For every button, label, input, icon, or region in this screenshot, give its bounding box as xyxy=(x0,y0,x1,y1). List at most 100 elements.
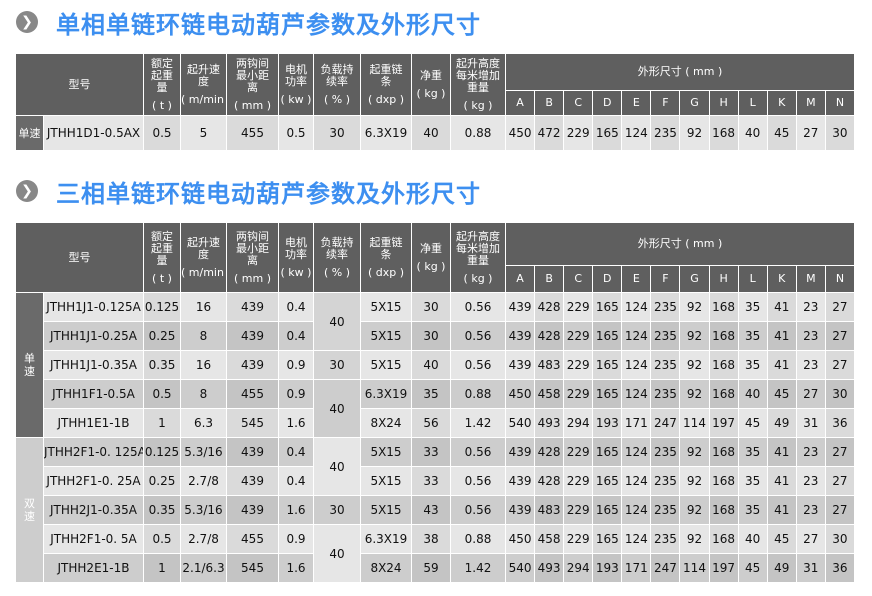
cell-dim-M: 27 xyxy=(795,115,826,151)
cell-dim-L: 35 xyxy=(737,292,768,322)
table-row: JTHH2E1-1B 1 2.1/6.3 545 1.6 8X24 59 1.42 540 493… xyxy=(16,553,856,583)
cell-dim-B: 483 xyxy=(534,350,565,380)
cell-dim-H: 168 xyxy=(708,466,739,496)
cell-dist: 439 xyxy=(226,350,279,380)
cell-dim-L: 40 xyxy=(737,115,768,151)
section-title-single-phase: ❯ 单相单链环链电动葫芦参数及外形尺寸 xyxy=(16,4,481,40)
cell-dim-B: 428 xyxy=(534,437,565,467)
header-unit: ( dxp ) xyxy=(367,265,405,279)
header-unit: ( mm ) xyxy=(233,271,271,285)
cell-dim-G: 92 xyxy=(679,292,710,322)
header-lift-speed: 起升速度 ( m/min ) xyxy=(180,53,227,116)
cell-dim-D: 165 xyxy=(592,292,623,322)
header-extra-weight: 起升高度每米增加重量 ( kg ) xyxy=(450,53,506,116)
cell-dim-K: 41 xyxy=(766,495,797,525)
cell-power: 0.9 xyxy=(278,350,314,380)
header-model: 型号 xyxy=(15,222,144,293)
header-unit: ( kg ) xyxy=(463,271,493,285)
cell-dim-K: 49 xyxy=(766,553,797,583)
cell-dim-H: 168 xyxy=(708,495,739,525)
cell-dim-C: 229 xyxy=(563,379,594,409)
cell-dim-K: 49 xyxy=(766,408,797,438)
group-label: 单速 xyxy=(15,292,44,438)
cell-model: JTHH1J1-0.25A xyxy=(43,321,144,351)
cell-dim-F: 235 xyxy=(650,350,681,380)
cell-load: 0.5 xyxy=(143,115,181,151)
cell-model: JTHH2E1-1B xyxy=(43,553,144,583)
header-label: 净重 xyxy=(420,68,442,82)
cell-chain: 5X15 xyxy=(360,466,412,496)
cell-extra: 0.88 xyxy=(450,524,506,554)
cell-dim-K: 45 xyxy=(766,524,797,554)
table-row: JTHH1J1-0.25A 0.25 8 439 0.4 5X15 30 0.56 439 428… xyxy=(16,321,856,351)
cell-speed: 5.3/16 xyxy=(180,495,227,525)
header-unit: ( m/min ) xyxy=(181,265,226,279)
cell-dim-K: 41 xyxy=(766,466,797,496)
header-label: 电机功率 xyxy=(285,235,307,261)
header-label: 电机功率 xyxy=(285,62,307,88)
cell-power: 1.6 xyxy=(278,495,314,525)
cell-dim-A: 439 xyxy=(504,437,536,467)
cell-dim-A: 439 xyxy=(504,495,536,525)
cell-load: 0.125 xyxy=(143,292,181,322)
header-dim-H: H xyxy=(708,265,739,293)
cell-dim-E: 124 xyxy=(621,321,652,351)
header-unit: ( kg ) xyxy=(463,98,493,112)
header-model: 型号 xyxy=(15,53,144,116)
cell-power: 0.4 xyxy=(278,437,314,467)
cell-dim-C: 229 xyxy=(563,350,594,380)
header-dim-N: N xyxy=(824,90,856,116)
cell-duty: 30 xyxy=(313,115,361,151)
cell-dim-G: 114 xyxy=(679,408,710,438)
cell-chain: 6.3X19 xyxy=(360,115,412,151)
header-label: 两钩间最小距离 xyxy=(236,229,269,267)
cell-weight: 40 xyxy=(411,115,451,151)
header-dimensions: 外形尺寸 ( mm ) xyxy=(505,53,855,91)
cell-dist: 455 xyxy=(226,115,279,151)
cell-dim-D: 165 xyxy=(592,321,623,351)
header-motor-power: 电机功率 ( kw ) xyxy=(278,222,314,293)
cell-power: 0.9 xyxy=(278,524,314,554)
header-dim-M: M xyxy=(795,90,826,116)
cell-dist: 439 xyxy=(226,292,279,322)
cell-dim-D: 193 xyxy=(592,553,623,583)
table-row: 双速 JTHH2F1-0. 125A 0.125 5.3/16 439 0.4 40 5X15… xyxy=(15,437,856,583)
header-dim-H: H xyxy=(708,90,739,116)
cell-dim-B: 493 xyxy=(534,553,565,583)
cell-dim-D: 165 xyxy=(592,379,623,409)
cell-load: 0.35 xyxy=(143,350,181,380)
cell-duty: 40 xyxy=(313,292,361,351)
cell-dim-E: 171 xyxy=(621,553,652,583)
header-dim-C: C xyxy=(563,265,594,293)
cell-dim-N: 27 xyxy=(824,495,856,525)
cell-dim-L: 45 xyxy=(737,408,768,438)
cell-dim-E: 124 xyxy=(621,524,652,554)
cell-dim-A: 439 xyxy=(504,292,536,322)
cell-dim-F: 235 xyxy=(650,379,681,409)
cell-dim-G: 92 xyxy=(679,437,710,467)
cell-dim-G: 92 xyxy=(679,115,710,151)
cell-dim-D: 165 xyxy=(592,524,623,554)
cell-dim-A: 450 xyxy=(504,524,536,554)
cell-dim-C: 294 xyxy=(563,408,594,438)
header-unit: ( kg ) xyxy=(416,86,446,100)
cell-dim-E: 124 xyxy=(621,437,652,467)
table-row: JTHH1E1-1B 1 6.3 545 1.6 8X24 56 1.42 540 493 294 1… xyxy=(16,408,856,438)
cell-model: JTHH1D1-0.5AX xyxy=(43,115,144,151)
header-motor-power: 电机功率 ( kw ) xyxy=(278,53,314,116)
cell-extra: 1.42 xyxy=(450,553,506,583)
cell-duty: 40 xyxy=(313,437,361,496)
cell-chain: 5X15 xyxy=(360,321,412,351)
cell-dim-H: 168 xyxy=(708,292,739,322)
cell-dim-M: 23 xyxy=(795,321,826,351)
cell-dim-M: 27 xyxy=(795,379,826,409)
cell-extra: 0.56 xyxy=(450,292,506,322)
cell-dim-B: 472 xyxy=(534,115,565,151)
cell-dist: 439 xyxy=(226,466,279,496)
header-dim-D: D xyxy=(592,90,623,116)
header-unit: ( % ) xyxy=(323,92,351,106)
header-label: 负载持续率 xyxy=(320,62,354,88)
cell-dim-G: 92 xyxy=(679,466,710,496)
